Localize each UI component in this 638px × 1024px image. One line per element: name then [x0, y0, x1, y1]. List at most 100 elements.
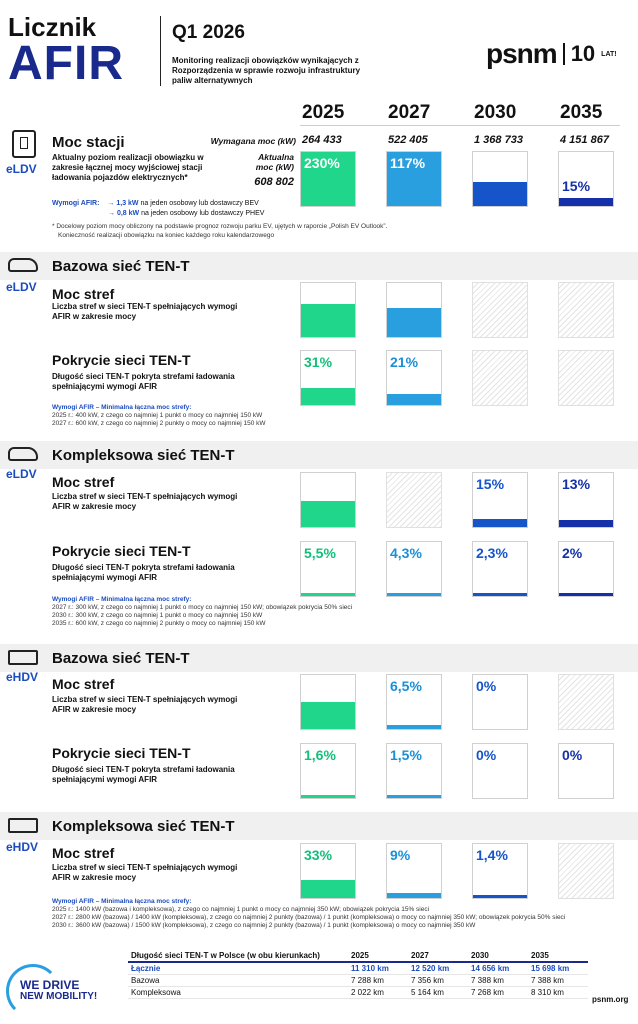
category-eldv: eLDV — [6, 162, 37, 176]
bar-value-label: 50% — [304, 678, 333, 694]
bar-fill — [387, 725, 441, 729]
bar-value-label: 31% — [304, 354, 333, 370]
required-2035: 4 151 867 — [560, 134, 609, 146]
bar-value-label: 5,5% — [304, 545, 336, 561]
bar-panel: 62% — [300, 282, 356, 338]
table-cell: 7 268 km — [468, 986, 528, 999]
website[interactable]: psnm.org — [592, 995, 629, 1004]
bar-fill — [387, 893, 441, 898]
bar-value-label: 21% — [390, 354, 419, 370]
category-eldv: eLDV — [6, 280, 37, 294]
table-cell: 12 520 km — [408, 962, 468, 975]
row-title-power: Moc stref — [52, 676, 115, 692]
logo-small: LAT! — [601, 50, 617, 58]
row-title-power: Moc stref — [52, 286, 115, 302]
row-title-power: Moc stref — [52, 474, 115, 490]
current-power-value: 608 802 — [254, 176, 294, 188]
bar-fill — [301, 388, 355, 405]
section-bar-eldv-base — [0, 252, 638, 280]
bar-value-label: 1,6% — [304, 747, 336, 763]
req-2-text: na jeden osobowy lub dostawczy PHEV — [141, 210, 265, 217]
note-ehdv-1: 2025 r.: 1400 kW (bazowa i kompleksowa),… — [52, 906, 430, 913]
bar-value-label: 6,5% — [390, 678, 422, 694]
req-1-value: 1,3 kW — [116, 200, 139, 207]
car-icon — [8, 447, 38, 461]
slogan-line-1: WE DRIVE — [20, 978, 80, 992]
bar-fill — [301, 795, 355, 798]
bar-panel: 5,5% — [300, 541, 356, 597]
category-ehdv: eHDV — [6, 670, 39, 684]
logo-separator — [562, 43, 565, 65]
bar-panel: 1,5% — [386, 743, 442, 799]
section-bar-ehdv-comp — [0, 812, 638, 840]
table-cell: 7 388 km — [468, 974, 528, 987]
table-cell: Łącznie — [128, 962, 348, 975]
table-cell: 5 164 km — [408, 986, 468, 999]
year-2035: 2035 — [560, 102, 603, 123]
row-desc-coverage: Długość sieci TEN-T pokryta strefami ład… — [52, 765, 235, 784]
table-row: Kompleksowa 2 022 km 5 164 km 7 268 km 8… — [128, 986, 588, 999]
bar-fill — [387, 308, 441, 337]
bar-panel-not-applicable — [558, 843, 614, 899]
bar-value-label: 1,5% — [390, 747, 422, 763]
bar-panel: 9% — [386, 843, 442, 899]
note-ehdv-3: 2030 r.: 3600 kW (bazowa) / 1500 kW (kom… — [52, 922, 476, 929]
req-2-value: 0,8 kW — [116, 210, 140, 217]
header-subtitle: Monitoring realizacji obowiązków wynikaj… — [172, 56, 361, 85]
afir-requirements: Wymogi AFIR: → 1,3 kW na jeden osobowy l… — [52, 200, 265, 217]
section-bar-eldv-comp — [0, 441, 638, 469]
required-2027: 522 405 — [388, 134, 428, 146]
table-header-row: Długość sieci TEN-T w Polsce (w obu kier… — [128, 950, 588, 963]
bar-fill — [559, 198, 613, 206]
bar-value-label: 48% — [304, 476, 333, 492]
bar-value-label: 15% — [476, 476, 505, 492]
bar-panel: 33% — [300, 843, 356, 899]
row-title-coverage: Pokrycie sieci TEN-T — [52, 352, 191, 368]
bar-panel: 230% — [300, 151, 356, 207]
table-cell: 2 022 km — [348, 986, 408, 999]
bar-fill — [473, 519, 527, 527]
bar-value-label: 230% — [304, 155, 340, 171]
note-eldv-comp-2: 2030 r.: 300 kW, z czego co najmniej 1 p… — [52, 612, 263, 619]
table-row: Łącznie 11 310 km 12 520 km 14 656 km 15… — [128, 962, 588, 975]
table-cell: 7 288 km — [348, 974, 408, 987]
note-ehdv-2: 2027 r.: 2800 kW (bazowa) / 1400 kW (kom… — [52, 914, 566, 921]
bar-panel-not-applicable — [558, 350, 614, 406]
required-2025: 264 433 — [302, 134, 342, 146]
section-title-ehdv-comp: Kompleksowa sieć TEN-T — [52, 818, 235, 835]
bar-panel-not-applicable — [386, 472, 442, 528]
bar-panel: 13% — [558, 472, 614, 528]
req-label: Wymogi AFIR: — [52, 200, 100, 207]
bar-panel: 15% — [558, 151, 614, 207]
row-desc-coverage: Długość sieci TEN-T pokryta strefami ład… — [52, 372, 235, 391]
bar-value-label: 9% — [390, 847, 411, 863]
bar-value-label: 0% — [476, 747, 497, 763]
title-line-2: AFIR — [8, 37, 124, 90]
year-underline — [300, 125, 620, 126]
bar-fill — [387, 593, 441, 596]
table-cell: Bazowa — [128, 974, 348, 987]
page-title: Licznik AFIR — [8, 14, 124, 88]
table-cell: 11 310 km — [348, 962, 408, 975]
row-desc-power: Liczba stref w sieci TEN-T spełniających… — [52, 863, 238, 882]
table-header-cell: Długość sieci TEN-T w Polsce (w obu kier… — [128, 950, 348, 963]
bar-value-label: 13% — [562, 476, 591, 492]
slogan-arc — [6, 964, 60, 1018]
slogan-badge: WE DRIVE NEW MOBILITY! — [6, 964, 116, 1018]
table-cell: 7 388 km — [528, 974, 588, 987]
year-2025: 2025 — [302, 102, 345, 123]
bar-panel: 21% — [386, 350, 442, 406]
bar-value-label: 44% — [476, 155, 505, 171]
charger-icon — [12, 130, 36, 158]
network-length-table: Długość sieci TEN-T w Polsce (w obu kier… — [128, 950, 588, 999]
bar-fill — [301, 152, 355, 206]
bar-fill — [301, 304, 355, 337]
bar-panel: 117% — [386, 151, 442, 207]
note-eldv-comp-3: 2035 r.: 600 kW, z czego co najmniej 2 p… — [52, 620, 266, 627]
table-cell: 15 698 km — [528, 962, 588, 975]
current-label-line2: moc (kW) — [255, 162, 294, 172]
bar-panel: 44% — [472, 151, 528, 207]
station-power-title: Moc stacji — [52, 134, 125, 151]
year-2027: 2027 — [388, 102, 431, 123]
bar-fill — [301, 593, 355, 596]
